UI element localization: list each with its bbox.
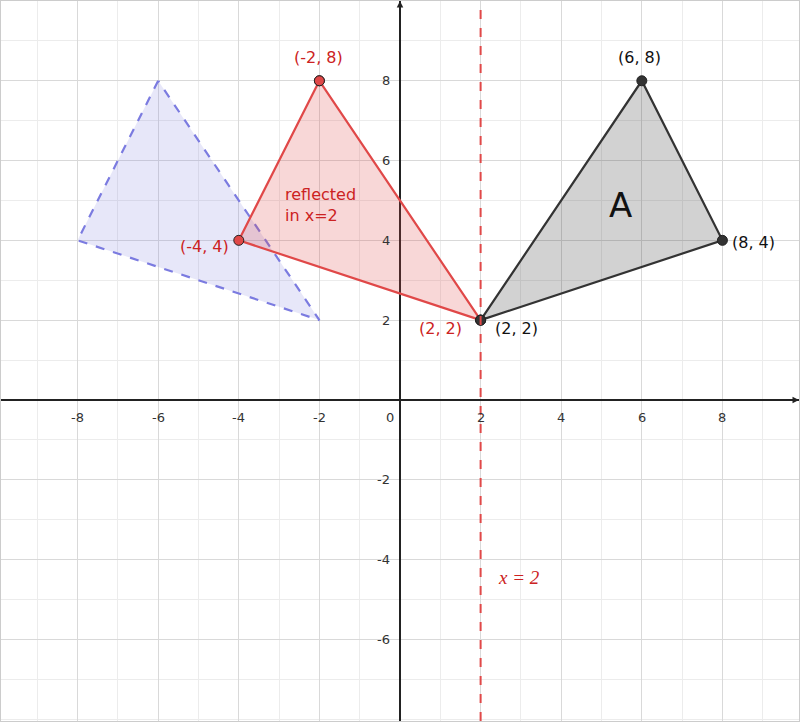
svg-text:A: A (609, 185, 632, 225)
svg-text:-2: -2 (377, 472, 390, 487)
svg-text:(-2, 8): (-2, 8) (294, 48, 343, 67)
svg-text:(2, 2): (2, 2) (495, 319, 538, 338)
svg-text:reflectedin x=2: reflectedin x=2 (285, 185, 356, 225)
svg-text:-4: -4 (377, 552, 390, 567)
svg-text:x = 2: x = 2 (498, 567, 540, 588)
svg-text:6: 6 (638, 410, 646, 425)
svg-text:-2: -2 (313, 410, 326, 425)
svg-text:(2, 2): (2, 2) (419, 319, 462, 338)
svg-text:2: 2 (382, 313, 390, 328)
svg-text:8: 8 (382, 73, 390, 88)
svg-text:-8: -8 (71, 410, 84, 425)
svg-text:4: 4 (382, 233, 390, 248)
svg-text:0: 0 (386, 410, 394, 425)
svg-text:(8, 4): (8, 4) (732, 233, 775, 252)
svg-text:4: 4 (557, 410, 565, 425)
svg-text:-6: -6 (377, 632, 390, 647)
svg-text:-6: -6 (152, 410, 165, 425)
svg-text:8: 8 (718, 410, 726, 425)
svg-text:-4: -4 (232, 410, 245, 425)
svg-text:2: 2 (477, 410, 485, 425)
svg-text:(6, 8): (6, 8) (618, 48, 661, 67)
svg-text:6: 6 (382, 153, 390, 168)
svg-text:(-4, 4): (-4, 4) (180, 237, 229, 256)
